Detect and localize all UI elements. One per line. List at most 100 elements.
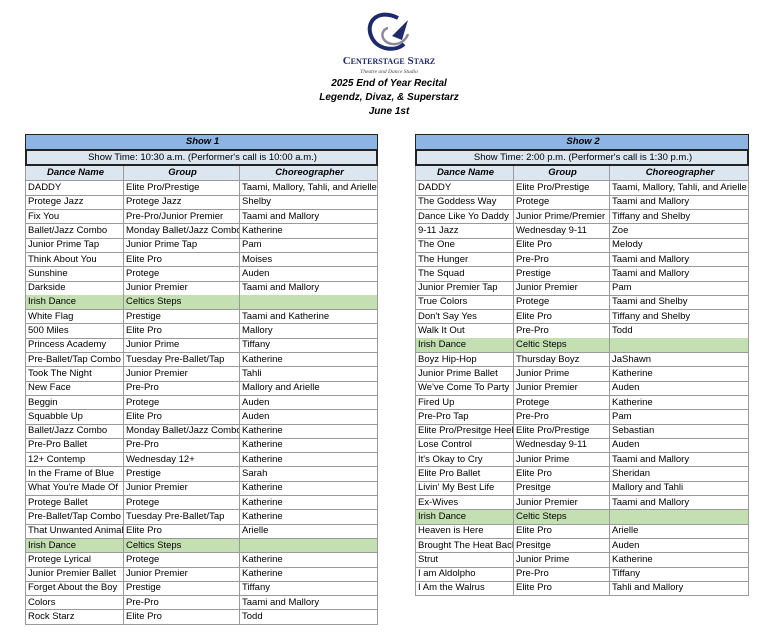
table-cell: Taami and Katherine	[240, 309, 378, 325]
table-cell: Katherine	[240, 509, 378, 525]
table-cell: Prestige	[124, 309, 240, 325]
table-cell: Elite Pro	[514, 238, 610, 253]
table-cell: Junior Premier	[514, 381, 610, 396]
table-cell: I Am the Walrus	[415, 581, 514, 597]
table-cell: Elite Pro	[124, 524, 240, 539]
table-cell: Taami and Mallory	[610, 195, 749, 211]
table-cell: Sunshine	[25, 266, 124, 282]
table-cell: 12+ Contemp	[25, 452, 124, 468]
header-line: 2025 End of Year Recital	[331, 78, 447, 89]
table-cell: Junior Premier	[124, 281, 240, 296]
table-cell: Junior Premier Tap	[415, 281, 514, 296]
table-cell: Beggin	[25, 395, 124, 411]
table-cell: Pam	[610, 281, 749, 296]
table-cell: DADDY	[25, 181, 124, 196]
table-cell: Taami and Mallory	[240, 209, 378, 225]
table-cell	[610, 509, 749, 525]
column-header: Dance Name	[415, 166, 514, 181]
table-cell: Junior Premier	[514, 495, 610, 511]
column-header: Group	[514, 166, 610, 181]
table-cell	[610, 338, 749, 354]
table-cell: Elite Pro	[514, 581, 610, 597]
table-cell: Taami and Shelby	[610, 295, 749, 311]
table-cell: Protege Jazz	[25, 195, 124, 211]
logo-star	[392, 20, 408, 40]
table-cell: Pre-Pro	[124, 595, 240, 611]
column-header: Choreographer	[610, 166, 749, 181]
table-cell: Livin' My Best Life	[415, 481, 514, 497]
table-cell: Ballet/Jazz Combo	[25, 223, 124, 239]
table-cell: Elite Pro	[514, 524, 610, 539]
table-cell: Junior Prime Tap	[25, 238, 124, 253]
logo-swirl	[381, 26, 410, 46]
table-cell: It's Okay to Cry	[415, 452, 514, 468]
table-cell: Katherine	[240, 352, 378, 368]
table-cell: Think About You	[25, 252, 124, 268]
table-cell: Irish Dance	[25, 295, 124, 311]
table-cell: Tuesday Pre-Ballet/Tap	[124, 509, 240, 525]
table-cell: True Colors	[415, 295, 514, 311]
table-cell: Wednesday 9-11	[514, 223, 610, 239]
logo: Centerstage Starz Theatre and Dance Stud…	[343, 12, 435, 75]
table-cell: JaShawn	[610, 352, 749, 368]
table-cell: Taami, Mallory, Tahli, and Arielle	[240, 181, 378, 196]
table-cell: Junior Prime	[514, 452, 610, 468]
table-cell: Tiffany and Shelby	[610, 209, 749, 225]
table-cell: Elite Pro	[124, 324, 240, 339]
table-cell: Brought The Heat Back	[415, 538, 514, 554]
table-cell: Taami and Mallory	[610, 452, 749, 468]
table-cell: Fired Up	[415, 395, 514, 411]
table-cell: Arielle	[610, 524, 749, 539]
table-cell: Auden	[610, 438, 749, 454]
table-cell: Ballet/Jazz Combo	[25, 424, 124, 439]
table-cell: Tiffany	[610, 567, 749, 582]
table-cell: Tiffany and Shelby	[610, 309, 749, 325]
table-cell: Junior Prime	[124, 338, 240, 354]
table-cell: Junior Prime	[514, 366, 610, 382]
table-cell: Taami and Mallory	[610, 252, 749, 268]
table-cell: Pre-Pro Tap	[415, 409, 514, 425]
table-cell: Melody	[610, 238, 749, 253]
table-cell: Auden	[610, 538, 749, 554]
table-cell: Forget About the Boy	[25, 581, 124, 597]
table-cell: Monday Ballet/Jazz Combo	[124, 223, 240, 239]
table-cell: 500 Miles	[25, 324, 124, 339]
table-cell: Sarah	[240, 467, 378, 482]
table-cell: Protege Lyrical	[25, 552, 124, 568]
table-cell: Mallory	[240, 324, 378, 339]
table-cell: Todd	[610, 324, 749, 339]
table-cell: Katherine	[240, 567, 378, 582]
table-cell	[240, 295, 378, 311]
table-cell: Protege	[124, 266, 240, 282]
table-cell: Katherine	[610, 366, 749, 382]
table-cell: The One	[415, 238, 514, 253]
table-cell: The Hunger	[415, 252, 514, 268]
table-cell: Pam	[610, 409, 749, 425]
table-cell: Elite Pro/Prestige	[124, 181, 240, 196]
table-cell: Shelby	[240, 195, 378, 211]
table-cell: White Flag	[25, 309, 124, 325]
table-cell: Junior Prime	[514, 552, 610, 568]
table-cell: Sheridan	[610, 467, 749, 482]
table-cell: Took The Night	[25, 366, 124, 382]
table-cell: Mallory and Tahli	[610, 481, 749, 497]
table-cell: Taami and Mallory	[610, 495, 749, 511]
table-cell: That Unwanted Animal	[25, 524, 124, 539]
table-cell: Protege Jazz	[124, 195, 240, 211]
table-cell: Junior Premier Ballet	[25, 567, 124, 582]
table-title: Show 2	[415, 134, 749, 149]
table-cell: What You're Made Of	[25, 481, 124, 497]
table-cell: Pre-Pro	[124, 438, 240, 454]
show-time: Show Time: 10:30 a.m. (Performer's call …	[25, 149, 378, 166]
table-cell: Wednesday 12+	[124, 452, 240, 468]
table-cell: Junior Premier	[124, 567, 240, 582]
table-cell: Protege	[124, 495, 240, 511]
table-cell: Junior Premier	[124, 366, 240, 382]
table-cell: Protege	[514, 195, 610, 211]
table-cell: Moises	[240, 252, 378, 268]
table-cell: Protege	[124, 395, 240, 411]
table-cell: Squabble Up	[25, 409, 124, 425]
table-cell: Rock Starz	[25, 610, 124, 625]
table-cell: Prestige	[124, 467, 240, 482]
table-cell: Sebastian	[610, 424, 749, 439]
